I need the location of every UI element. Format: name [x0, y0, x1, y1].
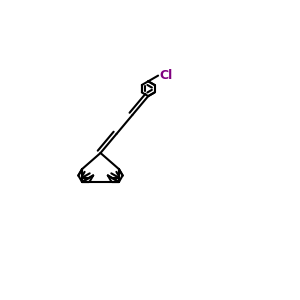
Text: Cl: Cl	[160, 69, 173, 82]
